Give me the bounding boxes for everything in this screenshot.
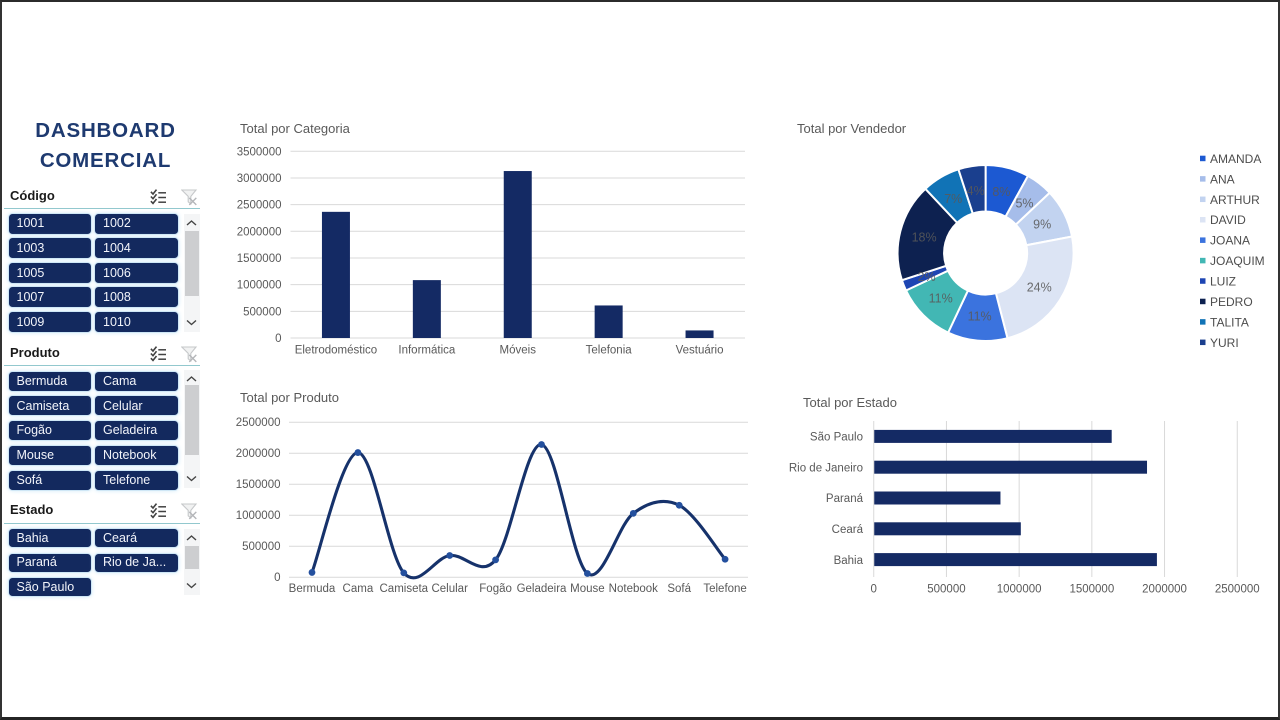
svg-text:São Paulo: São Paulo <box>810 432 863 444</box>
svg-text:Notebook: Notebook <box>609 583 658 595</box>
svg-text:YURI: YURI <box>1210 336 1239 350</box>
svg-text:2500000: 2500000 <box>1215 584 1260 596</box>
svg-text:5%: 5% <box>1015 196 1033 210</box>
svg-text:Paraná: Paraná <box>826 493 864 505</box>
svg-text:18%: 18% <box>912 231 937 245</box>
svg-text:2000000: 2000000 <box>237 226 282 238</box>
svg-text:0: 0 <box>275 333 281 345</box>
svg-text:Vestuário: Vestuário <box>676 345 724 357</box>
svg-text:Celular: Celular <box>431 583 468 595</box>
svg-text:Total por Categoria: Total por Categoria <box>240 121 351 136</box>
svg-text:2000000: 2000000 <box>236 448 281 460</box>
svg-text:4%: 4% <box>967 184 985 198</box>
svg-text:ARTHUR: ARTHUR <box>1210 193 1260 207</box>
svg-text:Geladeira: Geladeira <box>517 583 567 595</box>
svg-text:1000000: 1000000 <box>236 510 281 522</box>
svg-text:Total por Vendedor: Total por Vendedor <box>797 121 907 136</box>
svg-text:2%: 2% <box>918 270 936 284</box>
svg-text:Fogão: Fogão <box>479 583 512 595</box>
svg-text:9%: 9% <box>1033 218 1051 232</box>
svg-text:1000000: 1000000 <box>237 280 282 292</box>
svg-text:LUIZ: LUIZ <box>1210 274 1236 288</box>
svg-text:Móveis: Móveis <box>500 345 537 357</box>
svg-text:Bahia: Bahia <box>834 555 864 567</box>
svg-text:11%: 11% <box>968 310 992 324</box>
svg-text:Mouse: Mouse <box>570 583 605 595</box>
svg-text:Total por Produto: Total por Produto <box>240 390 339 405</box>
svg-text:Bermuda: Bermuda <box>289 583 336 595</box>
svg-text:JOANA: JOANA <box>1210 234 1250 248</box>
svg-text:1500000: 1500000 <box>1069 584 1114 596</box>
svg-text:ANA: ANA <box>1210 172 1235 186</box>
svg-text:500000: 500000 <box>243 306 281 318</box>
svg-text:3000000: 3000000 <box>237 173 282 185</box>
svg-text:PEDRO: PEDRO <box>1210 295 1253 309</box>
svg-text:0: 0 <box>871 584 877 596</box>
svg-text:Rio de Janeiro: Rio de Janeiro <box>789 462 863 474</box>
svg-text:Cama: Cama <box>343 583 374 595</box>
svg-text:2500000: 2500000 <box>236 417 281 429</box>
svg-text:TALITA: TALITA <box>1210 315 1249 329</box>
svg-text:Telefonia: Telefonia <box>586 345 633 357</box>
svg-text:8%: 8% <box>992 185 1010 199</box>
svg-text:Camiseta: Camiseta <box>380 583 429 595</box>
svg-text:Informática: Informática <box>398 345 455 357</box>
svg-text:DAVID: DAVID <box>1210 213 1246 227</box>
svg-text:500000: 500000 <box>927 584 965 596</box>
svg-text:11%: 11% <box>929 291 953 305</box>
svg-text:1500000: 1500000 <box>237 253 282 265</box>
svg-text:Telefone: Telefone <box>703 583 746 595</box>
svg-text:Sofá: Sofá <box>667 583 691 595</box>
svg-text:500000: 500000 <box>242 541 280 553</box>
svg-text:0: 0 <box>274 572 280 584</box>
svg-text:2500000: 2500000 <box>237 200 282 212</box>
svg-text:2000000: 2000000 <box>1142 584 1187 596</box>
svg-text:Ceará: Ceará <box>832 524 864 536</box>
svg-text:1000000: 1000000 <box>997 584 1042 596</box>
svg-text:7%: 7% <box>944 192 962 206</box>
svg-text:AMANDA: AMANDA <box>1210 152 1261 166</box>
svg-text:JOAQUIM: JOAQUIM <box>1210 254 1265 268</box>
svg-text:3500000: 3500000 <box>237 146 282 158</box>
svg-text:Total por Estado: Total por Estado <box>803 395 897 410</box>
svg-text:Eletrodoméstico: Eletrodoméstico <box>295 345 377 357</box>
svg-text:1500000: 1500000 <box>236 479 281 491</box>
svg-text:24%: 24% <box>1027 281 1052 295</box>
